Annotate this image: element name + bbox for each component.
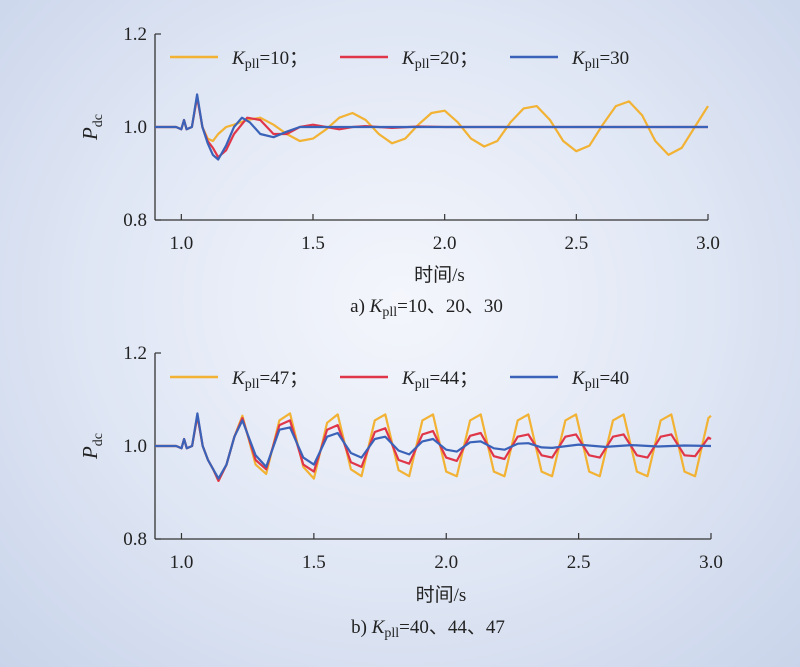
series-line-2 [155,414,712,482]
x-tick-label: 1.0 [169,233,193,254]
y-tick-label: 1.0 [123,436,147,457]
caption-prefix: a) [350,296,370,317]
x-axis-label: 时间/s [416,584,467,606]
x-tick-label: 1.0 [170,552,194,573]
series-line-1 [155,412,712,482]
legend-variable: K [401,48,416,69]
caption-subscript: pll [384,626,399,641]
legend-variable: K [231,368,246,389]
legend-subscript: pll [245,377,260,392]
legend-entry-3: Kpll=30 [571,48,629,72]
legend-entry-1: Kpll=47； [231,368,308,392]
legend-entry-3: Kpll=40 [571,368,629,392]
y-tick-label: 1.0 [123,117,147,138]
x-tick-label: 2.0 [434,552,458,573]
caption-prefix: b) [351,617,372,638]
caption-values: =10、20、30 [397,296,503,317]
chart-caption: a) Kpll=10、20、30 [350,296,503,320]
legend-variable: K [401,368,416,389]
legend-label: =40 [599,368,629,389]
y-axis-label-subscript: dc [91,433,106,446]
legend-variable: K [231,48,246,69]
y-tick-label: 0.8 [123,529,147,550]
caption-subscript: pll [382,305,397,320]
x-tick-label: 2.0 [433,233,457,254]
x-tick-label: 2.5 [567,552,591,573]
legend-label: =47； [259,368,308,389]
caption-variable: K [369,296,384,317]
y-axis-label: Pdc [78,114,106,141]
legend-subscript: pll [245,57,260,72]
y-axis-label-main: P [78,446,102,460]
x-axis-label: 时间/s [414,264,465,286]
x-tick-label: 3.0 [696,233,720,254]
x-tick-label: 1.5 [301,233,325,254]
series-line-3 [155,412,712,480]
legend-label: =30 [599,48,629,69]
legend-entry-1: Kpll=10； [231,48,308,72]
series-line-3 [155,93,708,161]
y-axis-label: Pdc [78,433,106,460]
chart-caption: b) Kpll=40、44、47 [351,617,505,641]
legend-entry-2: Kpll=44； [401,368,478,392]
y-axis-label-subscript: dc [91,114,106,127]
legend-label: =20； [429,48,478,69]
y-tick-label: 1.2 [123,24,147,45]
caption-variable: K [371,617,386,638]
legend-subscript: pll [415,57,430,72]
y-tick-label: 1.2 [123,343,147,364]
legend-variable: K [571,368,586,389]
legend-subscript: pll [585,57,600,72]
legend-label: =44； [429,368,478,389]
x-tick-label: 2.5 [564,233,588,254]
legend-variable: K [571,48,586,69]
x-tick-label: 3.0 [699,552,723,573]
legend-label: =10； [259,48,308,69]
legend-subscript: pll [585,377,600,392]
legend-entry-2: Kpll=20； [401,48,478,72]
x-tick-label: 1.5 [302,552,326,573]
caption-values: =40、44、47 [399,617,505,638]
y-tick-label: 0.8 [123,210,147,231]
y-axis-label-main: P [78,127,102,141]
legend-subscript: pll [415,377,430,392]
